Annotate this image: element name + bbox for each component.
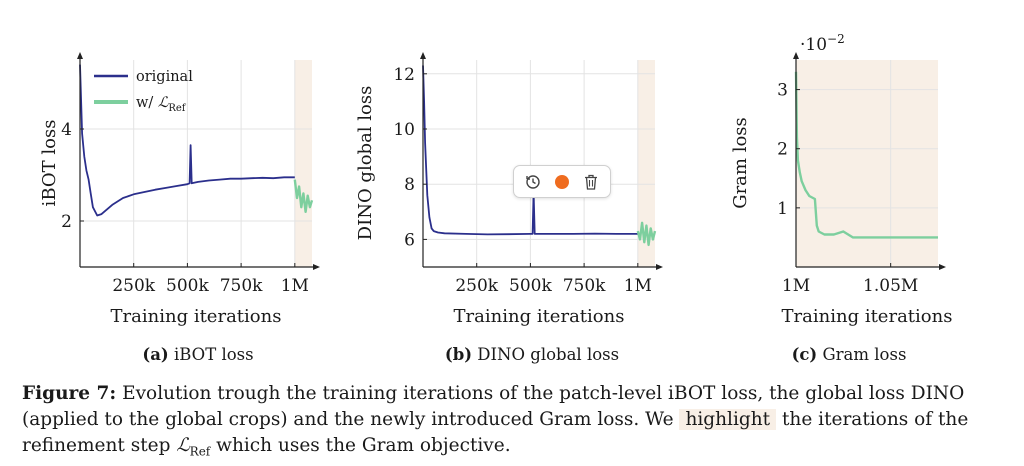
legend-ref-prefix: w/ [136,95,158,111]
caption-text-middle: the iterations of the refinement step [22,409,969,456]
subcaption-c-text: Gram loss [822,345,907,364]
y-tick-label: 10 [393,120,415,140]
record-dot [554,174,569,189]
x-tick-label: 1M [782,276,810,296]
chart-ibot-loss: 250k 500k 750k 1M 2 4 Training iterations iBOT … [39,52,320,327]
y-axis-label: DINO global loss [355,86,376,241]
y-axis-label: Gram loss [730,117,751,209]
trash-icon[interactable] [580,171,602,193]
subcaption-b: (b) DINO global loss [402,345,662,364]
x-tick-label: 250k [112,276,155,296]
x-tick-label: 1.05M [863,276,918,296]
legend-ref-sub: Ref [168,103,186,114]
subcaption-a-text: iBOT loss [173,345,254,364]
series-original-line [422,65,638,236]
y-tick-label: 4 [61,120,72,140]
y-axis-arrow [793,52,799,59]
x-tick-label: 1M [624,276,652,296]
caption-text-before: Evolution trough the training iterations… [22,383,965,430]
x-tick-label: 750k [563,276,606,296]
x-tick-label: 1M [281,276,309,296]
exponent-base: ·10 [800,35,827,55]
chart-dino-global-loss: 250k 500k 750k 1M 6 8 10 12 Training iterations D… [355,52,663,327]
chart-gram-loss: 1M 1.05M 1 2 3 Training iterations Gram loss ·1… [730,32,952,327]
y-tick-label: 3 [777,81,788,101]
x-tick-label: 500k [509,276,552,296]
y-tick-label: 2 [777,140,788,160]
subcaption-a: (a) iBOT loss [68,345,328,364]
y-axis-arrow [77,52,83,59]
floating-toolbar [513,165,611,198]
series-ref-line [636,221,657,247]
x-axis-arrow [939,264,946,270]
x-axis-label: Training iterations [111,306,282,327]
x-axis-arrow [656,264,663,270]
series-ref-line [794,71,938,239]
refinement-highlight-band [637,60,655,267]
refinement-highlight-band [294,60,312,267]
x-tick-label: 250k [455,276,498,296]
exponent-power: −2 [827,32,845,46]
y-tick-label: 2 [61,212,72,232]
subcaption-c-tag: (c) [791,345,818,364]
y-tick-label: 1 [777,199,788,219]
caption-text-after: which uses the Gram objective. [210,435,511,456]
y-axis-arrow [420,52,426,59]
history-icon[interactable] [522,171,544,193]
y-exponent-label: ·10−2 [800,32,845,55]
figure-caption: Figure 7: Evolution trough the training … [22,381,1007,465]
refinement-highlight-band [796,60,938,267]
y-tick-label: 8 [404,175,415,195]
legend-ref-label: w/ ℒRef [136,95,187,114]
subcaption-c: (c) Gram loss [719,345,979,364]
subcaption-a-tag: (a) [142,345,169,364]
y-tick-label: 6 [404,230,415,250]
y-tick-label: 12 [393,65,415,85]
y-axis-label: iBOT loss [39,120,60,207]
series-ref-line [293,179,314,214]
x-tick-label: 500k [166,276,209,296]
series-original-line [79,64,295,217]
legend-original-label: original [136,69,193,85]
x-axis-arrow [313,264,320,270]
subcaption-b-text: DINO global loss [477,345,620,364]
caption-highlight: highlight [679,409,777,430]
caption-label: Figure 7: [22,383,117,404]
x-axis-label: Training iterations [454,306,625,327]
x-tick-label: 750k [220,276,263,296]
caption-symbol-sub: Ref [189,444,211,459]
x-axis-label: Training iterations [782,306,953,327]
legend-ref-symbol: ℒ [158,95,169,111]
record-dot-icon[interactable] [551,171,573,193]
caption-symbol: ℒ [176,435,190,456]
subcaption-b-tag: (b) [444,345,473,364]
